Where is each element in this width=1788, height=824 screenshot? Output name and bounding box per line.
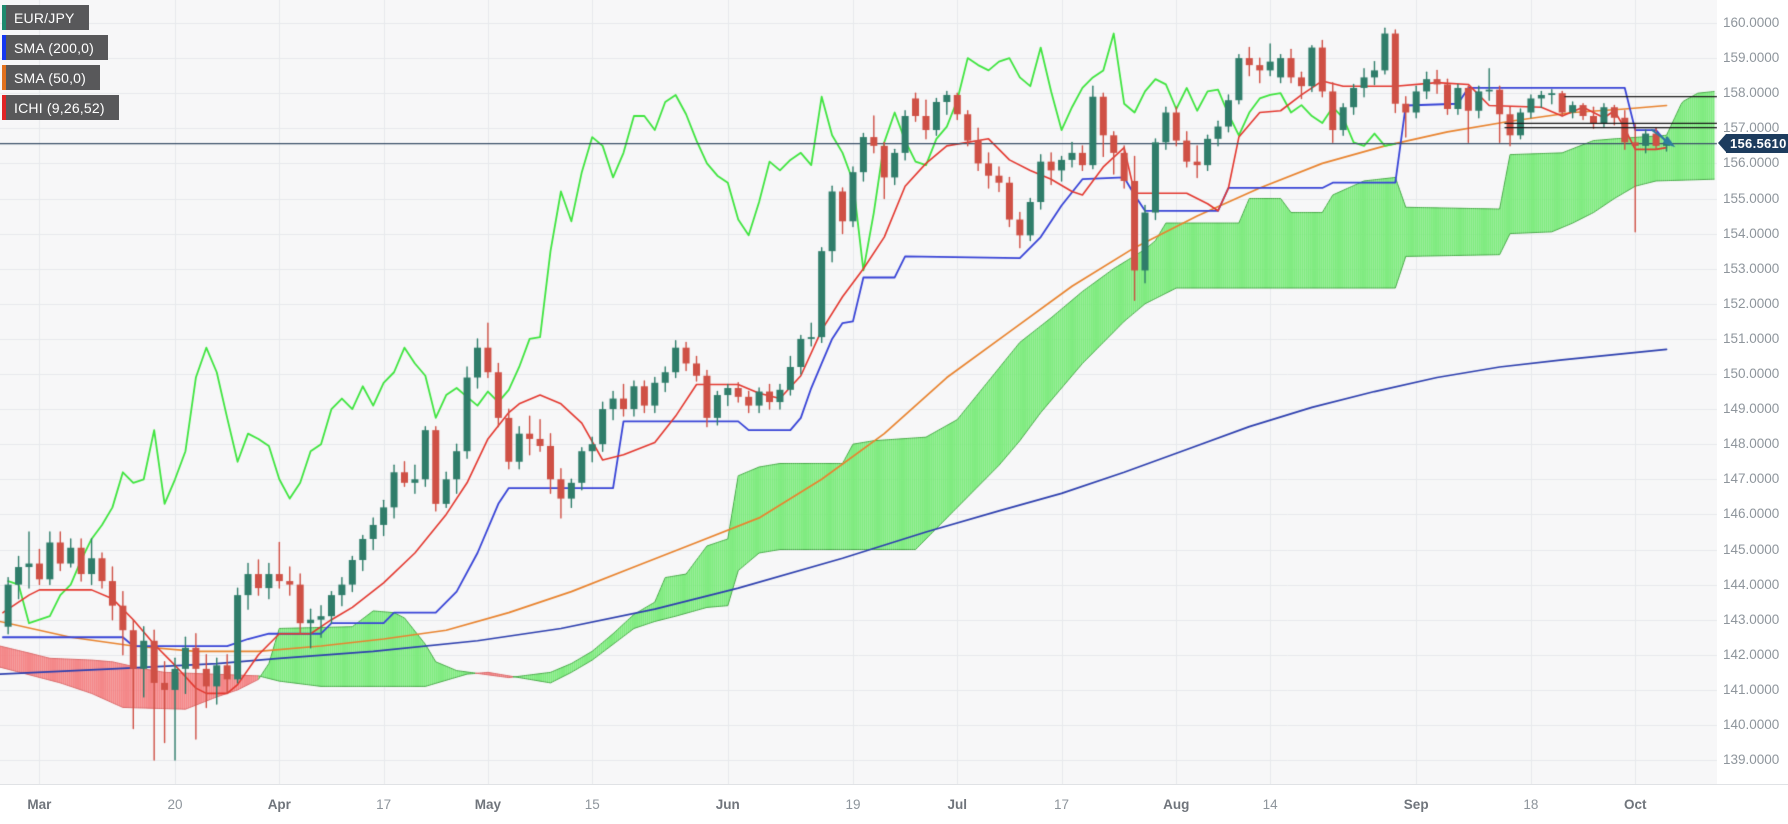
time-axis-label: Oct — [1623, 797, 1647, 812]
price-axis-label: 141.0000 — [1723, 681, 1780, 697]
legend-chip-label: SMA (200,0) — [14, 39, 95, 56]
price-axis-label: 153.0000 — [1723, 260, 1780, 276]
time-axis-label: 15 — [584, 797, 600, 812]
price-axis-label: 143.0000 — [1723, 611, 1780, 627]
price-axis-label: 145.0000 — [1723, 541, 1780, 557]
time-axis-label: May — [474, 797, 502, 812]
legend-chip-ichimoku[interactable]: ICHI (9,26,52) — [2, 95, 119, 120]
time-axis-label: Aug — [1163, 797, 1190, 812]
price-axis-label: 144.0000 — [1723, 576, 1780, 592]
price-axis-label: 140.0000 — [1723, 717, 1780, 732]
price-axis-label: 142.0000 — [1723, 646, 1780, 662]
price-axis-label: 156.0000 — [1723, 155, 1780, 171]
time-axis-label: 17 — [376, 797, 392, 812]
time-axis-label: 14 — [1262, 797, 1278, 812]
legend-chip-symbol[interactable]: EUR/JPY — [2, 5, 89, 30]
price-axis-label: 157.0000 — [1723, 120, 1780, 136]
time-axis-label: Mar — [27, 797, 52, 812]
price-axis-label: 154.0000 — [1723, 225, 1780, 241]
price-axis-label: 160.0000 — [1723, 15, 1780, 30]
price-axis-label: 149.0000 — [1723, 401, 1780, 417]
legend-chip-label: ICHI (9,26,52) — [14, 99, 105, 116]
price-axis-label: 159.0000 — [1723, 50, 1780, 66]
time-axis-label: Jul — [947, 797, 968, 812]
sma50-accent-bar — [2, 65, 6, 90]
price-axis-label: 147.0000 — [1723, 471, 1780, 487]
price-axis-label: 151.0000 — [1723, 330, 1780, 346]
price-axis-label: 148.0000 — [1723, 436, 1780, 452]
price-axis[interactable]: 138.0000139.0000140.0000141.0000142.0000… — [1717, 0, 1788, 802]
time-axis-label: 20 — [167, 797, 183, 812]
indicator-legend: EUR/JPY SMA (200,0) SMA (50,0) ICHI (9,26,5… — [2, 5, 119, 125]
time-axis-label: 19 — [845, 797, 861, 812]
sma200-accent-bar — [2, 35, 6, 60]
price-axis-label: 139.0000 — [1723, 752, 1780, 768]
legend-chip-label: EUR/JPY — [14, 9, 75, 26]
time-axis[interactable]: Mar 20 Apr 17 May 15 Jun 19 Jul 17 Aug 14 Sep 18 Oct — [0, 784, 1788, 824]
price-axis-label: 150.0000 — [1723, 366, 1780, 381]
time-axis-label: 17 — [1054, 797, 1070, 812]
legend-chip-sma50[interactable]: SMA (50,0) — [2, 65, 101, 90]
price-axis-label: 158.0000 — [1723, 85, 1780, 101]
current-price-badge: 156.5610 — [1718, 134, 1788, 154]
time-axis-label: Jun — [715, 797, 740, 812]
legend-chip-sma200[interactable]: SMA (200,0) — [2, 35, 109, 60]
time-axis-label: 18 — [1523, 797, 1539, 812]
time-axis-label: Sep — [1403, 797, 1429, 812]
price-axis-label: 146.0000 — [1723, 506, 1780, 522]
time-axis-label: Apr — [267, 797, 291, 812]
symbol-accent-bar — [2, 5, 6, 30]
ichimoku-accent-bar — [2, 95, 6, 120]
legend-chip-label: SMA (50,0) — [14, 69, 87, 86]
price-axis-label: 152.0000 — [1723, 295, 1780, 311]
price-axis-label: 155.0000 — [1723, 190, 1780, 206]
